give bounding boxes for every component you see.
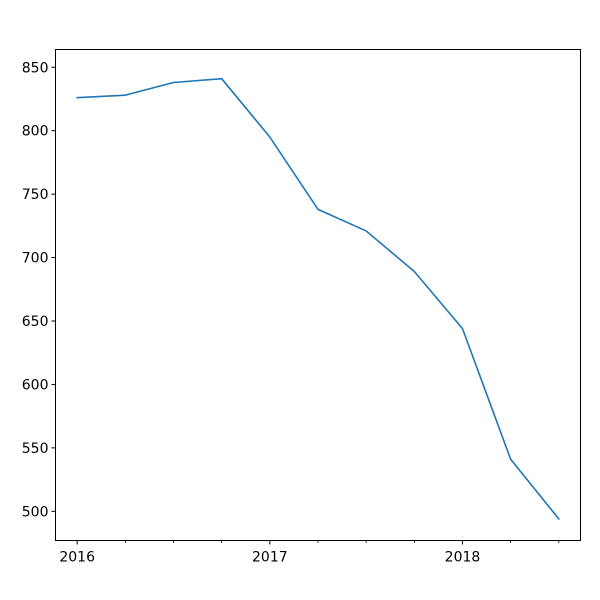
y-tick-label-700: 700 bbox=[22, 251, 49, 267]
series-layer bbox=[76, 77, 560, 521]
y-tick-label-750: 750 bbox=[22, 187, 49, 203]
y-tick-label-650: 650 bbox=[22, 314, 49, 330]
x-tick-label-2017: 2017 bbox=[252, 550, 288, 566]
y-tick-label-800: 800 bbox=[22, 124, 49, 140]
y-tick-label-600: 600 bbox=[22, 377, 49, 393]
ticks-layer: 500 550 600 650 700 750 800 850 2016 2017 2018 bbox=[22, 60, 560, 566]
x-tick-label-2018: 2018 bbox=[445, 550, 481, 566]
y-tick-label-500: 500 bbox=[22, 504, 49, 520]
series-line-0 bbox=[76, 77, 560, 521]
y-tick-label-550: 550 bbox=[22, 441, 49, 457]
plot-area-frame bbox=[55, 49, 581, 541]
x-tick-label-2016: 2016 bbox=[59, 550, 95, 566]
y-tick-label-850: 850 bbox=[22, 60, 49, 76]
